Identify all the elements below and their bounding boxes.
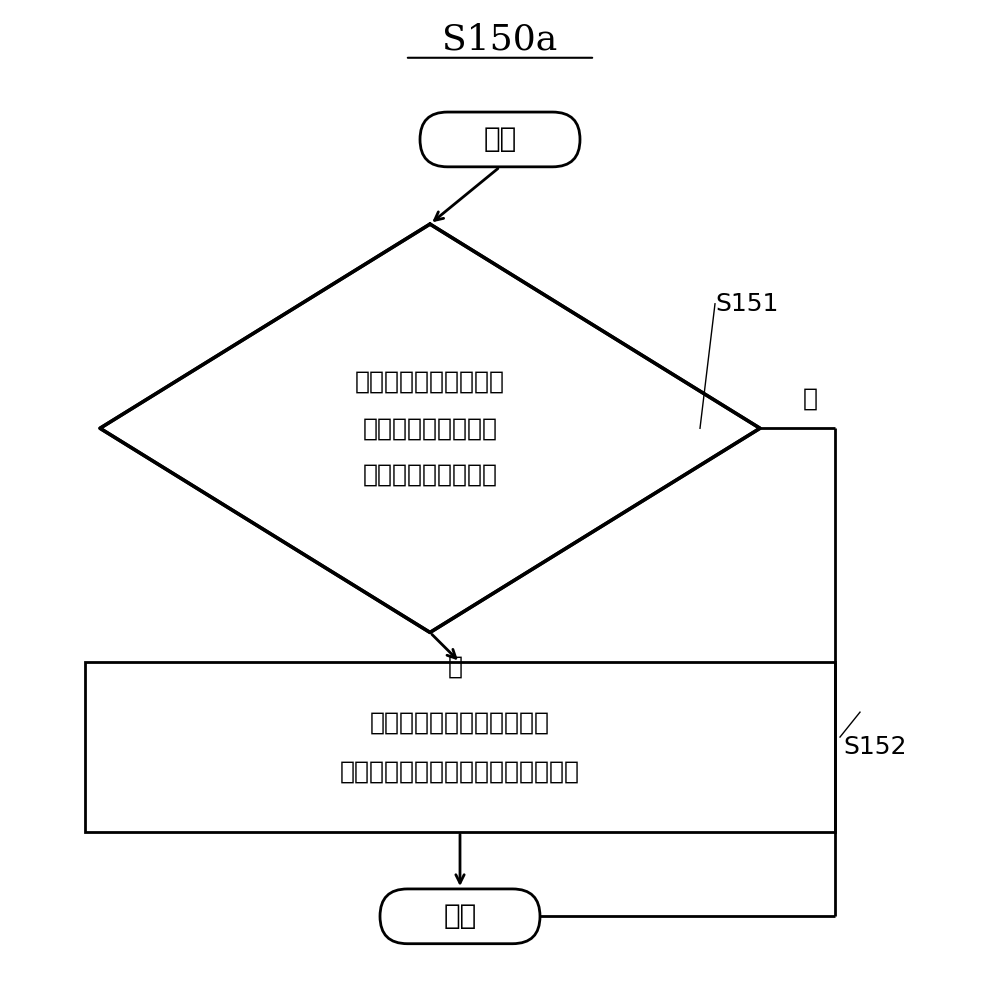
Text: 开始: 开始 <box>483 125 517 153</box>
Text: 预定时间段内的弱单元行的刷新操作: 预定时间段内的弱单元行的刷新操作 <box>340 760 580 784</box>
Text: S150a: S150a <box>442 23 558 57</box>
Text: S151: S151 <box>715 292 778 316</box>
FancyBboxPatch shape <box>420 112 580 166</box>
Text: S152: S152 <box>843 735 906 759</box>
Text: 是: 是 <box>802 386 818 410</box>
Text: 否: 否 <box>448 654 463 678</box>
Text: 在预定时间段内的弱: 在预定时间段内的弱 <box>362 416 498 440</box>
Text: 修改刷新调度以包括用于在: 修改刷新调度以包括用于在 <box>370 710 550 734</box>
Text: 结束: 结束 <box>443 902 477 930</box>
Text: 刷新调度是否包括用于: 刷新调度是否包括用于 <box>355 370 505 393</box>
Text: 单元行的刷新操作？: 单元行的刷新操作？ <box>362 463 498 487</box>
FancyBboxPatch shape <box>380 888 540 944</box>
Bar <box>85 662 835 832</box>
Polygon shape <box>100 224 760 632</box>
